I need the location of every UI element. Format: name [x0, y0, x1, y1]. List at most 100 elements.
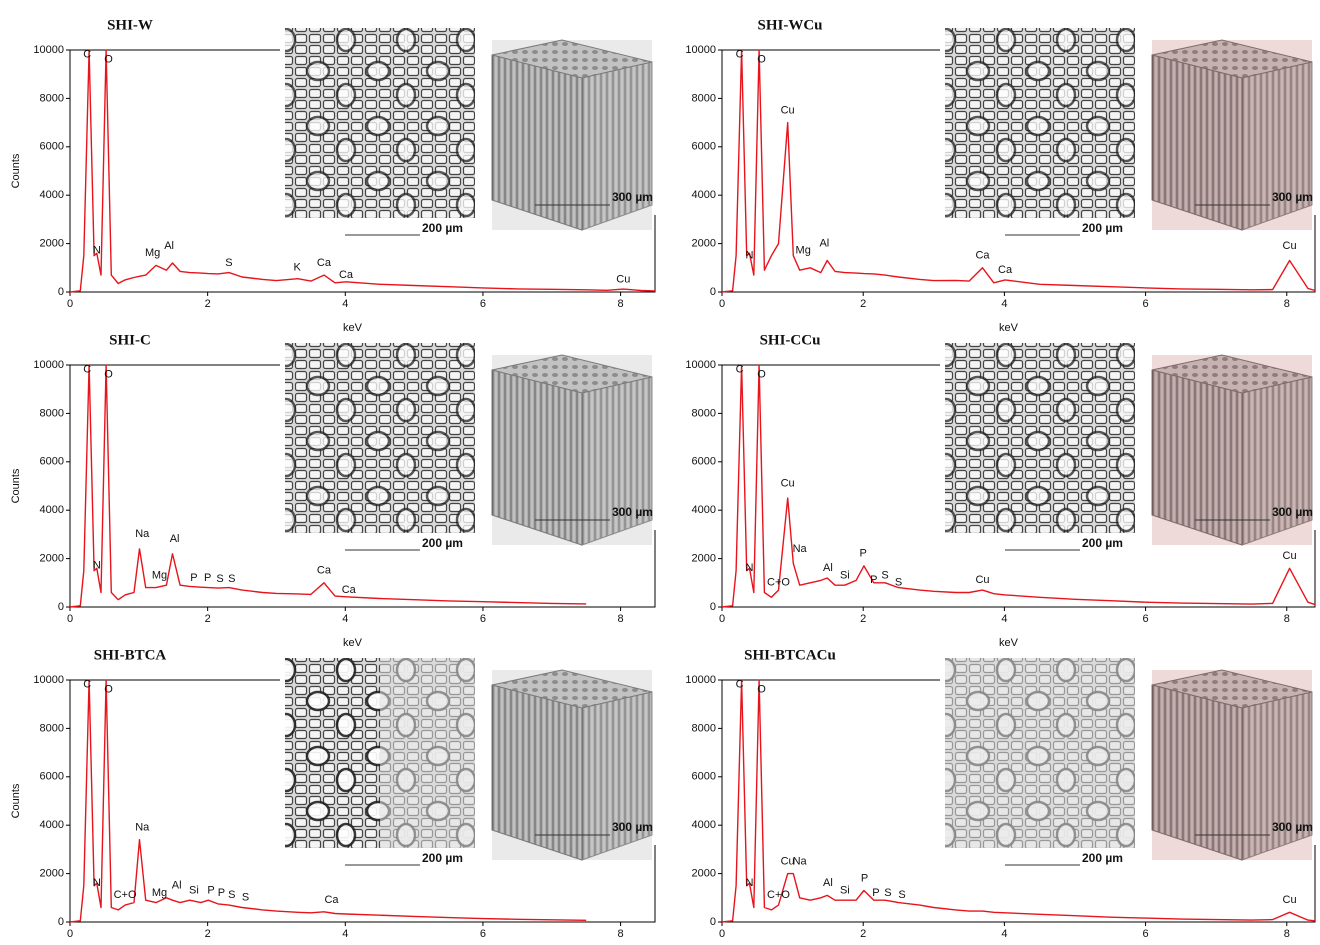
peak-label: Cu	[1283, 240, 1297, 252]
peak-label: C+O	[767, 577, 790, 589]
y-tick-label: 4000	[692, 819, 716, 831]
peak-label: Na	[793, 543, 808, 555]
scale-label: 200 µm	[1082, 851, 1123, 865]
scale-label: 200 µm	[1082, 536, 1123, 550]
y-tick-label: 6000	[40, 771, 64, 783]
peak-label: P	[204, 572, 211, 584]
y-tick-label: 10000	[685, 44, 716, 56]
peak-label: S	[228, 573, 235, 585]
y-tick-label: 2000	[40, 553, 64, 565]
x-tick-label: 8	[1284, 298, 1290, 310]
chart-title: SHI-CCu	[760, 332, 821, 348]
peak-label: O	[104, 54, 113, 66]
x-tick-label: 4	[1001, 298, 1007, 310]
peak-label: Cu	[1283, 894, 1297, 906]
x-axis-label: keV	[343, 637, 363, 649]
peak-label: C+O	[767, 889, 790, 901]
peak-label: C	[736, 49, 744, 61]
y-tick-label: 2000	[692, 868, 716, 880]
peak-label: C	[736, 364, 744, 376]
panel: 020004000600080001000002468keVSHI-BTCACu…	[685, 647, 1316, 940]
x-tick-label: 6	[1143, 928, 1149, 940]
peak-label: Ca	[324, 894, 339, 906]
y-tick-label: 4000	[40, 504, 64, 516]
peak-label: Na	[135, 528, 150, 540]
peak-label: S	[228, 889, 235, 901]
peak-label: S	[884, 887, 891, 899]
chart-title: SHI-W	[107, 17, 153, 33]
x-tick-label: 8	[1284, 928, 1290, 940]
y-tick-label: 0	[710, 601, 716, 613]
peak-label: N	[746, 562, 754, 574]
peak-label: K	[293, 262, 301, 274]
x-tick-label: 0	[67, 613, 73, 625]
peak-label: N	[746, 250, 754, 262]
peak-label: C+O	[114, 889, 137, 901]
y-tick-label: 0	[58, 286, 64, 298]
peak-label: Al	[819, 237, 829, 249]
peak-label: P	[860, 548, 867, 560]
y-tick-label: 6000	[692, 456, 716, 468]
peak-label: Ca	[339, 269, 354, 281]
spectrum-line	[69, 679, 587, 923]
spectrum-line	[69, 49, 656, 293]
y-tick-label: 6000	[40, 141, 64, 153]
scale-label: 300 µm	[612, 820, 653, 834]
x-tick-label: 4	[1001, 928, 1007, 940]
peak-label: C	[736, 679, 744, 691]
x-tick-label: 0	[719, 613, 725, 625]
y-tick-label: 8000	[692, 92, 716, 104]
y-tick-label: 10000	[33, 359, 64, 371]
peak-label: Al	[823, 877, 833, 889]
scale-label: 300 µm	[612, 190, 653, 204]
y-axis-label: Counts	[10, 468, 22, 503]
y-tick-label: 8000	[692, 722, 716, 734]
peak-label: S	[225, 257, 232, 269]
peak-label: Cu	[781, 477, 795, 489]
y-tick-label: 2000	[692, 553, 716, 565]
peak-label: S	[898, 889, 905, 901]
peak-label: Ca	[342, 584, 357, 596]
peak-label: Ca	[998, 264, 1013, 276]
x-tick-label: 2	[205, 928, 211, 940]
x-tick-label: 4	[342, 613, 348, 625]
chart-title: SHI-BTCACu	[744, 647, 836, 663]
x-tick-label: 2	[860, 613, 866, 625]
x-tick-label: 4	[1001, 613, 1007, 625]
peak-label: S	[881, 569, 888, 581]
x-axis-label: keV	[999, 637, 1019, 649]
chart-title: SHI-C	[109, 332, 151, 348]
y-tick-label: 8000	[692, 407, 716, 419]
x-tick-label: 6	[480, 613, 486, 625]
peak-label: C	[83, 364, 91, 376]
peak-label: Si	[189, 884, 199, 896]
peak-label: Al	[172, 880, 182, 892]
spectrum-line	[721, 679, 1316, 923]
scale-label: 200 µm	[1082, 221, 1123, 235]
peak-label: Cu	[616, 274, 630, 286]
x-tick-label: 6	[480, 298, 486, 310]
peak-label: Ca	[975, 250, 990, 262]
y-tick-label: 4000	[692, 189, 716, 201]
y-tick-label: 6000	[692, 141, 716, 153]
y-tick-label: 2000	[692, 238, 716, 250]
scale-label: 200 µm	[422, 851, 463, 865]
peak-label: N	[93, 560, 101, 572]
x-axis-label: keV	[999, 322, 1019, 334]
peak-label: P	[872, 887, 879, 899]
panel: 0 2000 4000 6000 8000 10000 0 2 4 6 8 keV Counts SHI-…	[10, 17, 656, 334]
y-tick-label: 8000	[40, 722, 64, 734]
spectrum-line	[69, 364, 587, 608]
y-tick-label: 10000	[685, 359, 716, 371]
peak-label: Cu	[781, 855, 795, 867]
peak-label: Mg	[152, 569, 167, 581]
y-tick-label: 6000	[692, 771, 716, 783]
x-tick-label: 8	[618, 613, 624, 625]
y-tick-label: 0	[710, 286, 716, 298]
y-tick-label: 2000	[40, 868, 64, 880]
x-tick-label: 2	[205, 613, 211, 625]
peak-label: P	[218, 887, 225, 899]
y-tick-label: 10000	[33, 674, 64, 686]
x-tick-label: 6	[1143, 613, 1149, 625]
